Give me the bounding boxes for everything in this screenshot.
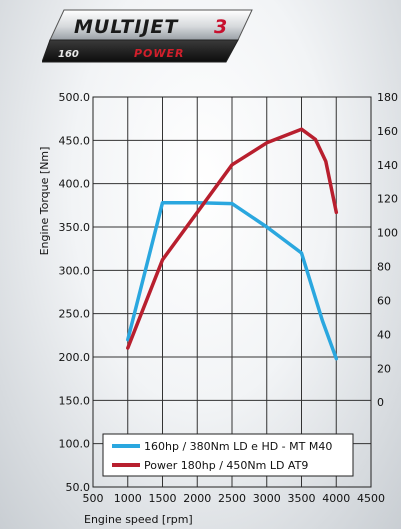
x-axis-ticks: 500 1000 1500 2000 2500 3000 3500 4000 4500 <box>83 492 386 505</box>
y-tick-label: 100.0 <box>59 438 91 451</box>
y-axis-title: Engine Torque [Nm] <box>38 147 51 256</box>
x-tick-label: 1500 <box>149 492 177 505</box>
badge-cc: 160 <box>58 49 79 60</box>
x-tick-label: 4000 <box>322 492 350 505</box>
y-tick-label: 400.0 <box>59 178 91 191</box>
y-tick-label: 200.0 <box>59 351 91 364</box>
y-tick-label: 300.0 <box>59 264 91 277</box>
multijet-power-badge: MULTIJET 3 160 POWER <box>42 9 253 63</box>
series-line-power-180hp <box>126 127 339 350</box>
legend: 160hp / 380Nm LD e HD - MT M40 Power 180… <box>102 433 354 477</box>
y2-axis-ticks: 0 20 40 60 80 100 120 140 160 180 <box>377 91 398 409</box>
badge-subtitle: POWER <box>134 47 185 60</box>
y-tick-label: 250.0 <box>59 308 91 321</box>
y-tick-label: 350.0 <box>59 221 91 234</box>
y2-tick-label: 0 <box>377 396 384 409</box>
y2-tick-label: 80 <box>377 261 391 274</box>
legend-box <box>102 433 354 477</box>
y2-tick-label: 60 <box>377 294 391 307</box>
x-tick-label: 3500 <box>288 492 316 505</box>
badge-number: 3 <box>214 16 227 38</box>
legend-label-power-180hp: Power 180hp / 450Nm LD AT9 <box>144 459 308 472</box>
y2-tick-label: 40 <box>377 328 391 341</box>
legend-label-160hp: 160hp / 380Nm LD e HD - MT M40 <box>144 440 332 453</box>
y-tick-label: 500.0 <box>59 91 91 104</box>
plot-frame <box>92 96 372 488</box>
x-tick-label: 2000 <box>183 492 211 505</box>
y-axis-ticks: 50.0 100.0 150.0 200.0 250.0 300.0 350.0 400.0 4… <box>59 91 91 494</box>
y2-tick-label: 100 <box>377 227 398 240</box>
badge-title: MULTIJET <box>74 16 179 38</box>
y2-tick-label: 20 <box>377 362 391 375</box>
y2-tick-label: 180 <box>377 91 398 104</box>
x-tick-label: 2500 <box>218 492 246 505</box>
x-tick-label: 500 <box>83 492 104 505</box>
y2-tick-label: 140 <box>377 159 398 172</box>
x-tick-label: 3000 <box>253 492 281 505</box>
x-tick-label: 1000 <box>114 492 142 505</box>
y-tick-label: 50.0 <box>66 481 91 494</box>
y-tick-label: 150.0 <box>59 394 91 407</box>
series-line-160hp <box>126 200 339 361</box>
y2-tick-label: 160 <box>377 125 398 138</box>
x-tick-label: 4500 <box>357 492 385 505</box>
y2-tick-label: 120 <box>377 193 398 206</box>
grid <box>92 96 372 488</box>
series-layer <box>126 127 339 361</box>
x-axis-title: Engine speed [rpm] <box>84 513 193 526</box>
y-tick-label: 450.0 <box>59 134 91 147</box>
